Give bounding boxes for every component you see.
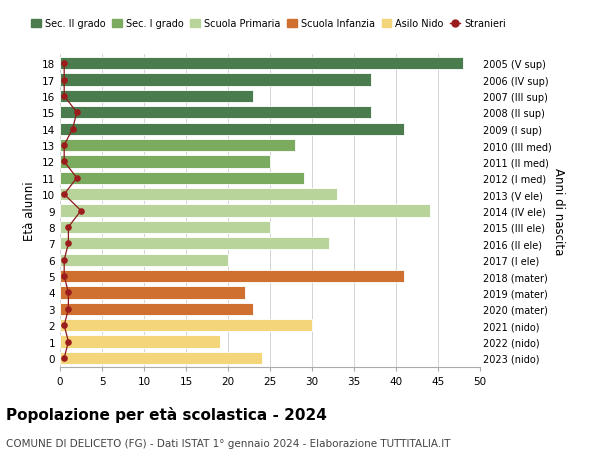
Point [59, 61, 69, 68]
Point [59, 142, 69, 150]
Point [64, 306, 73, 313]
Point [59, 158, 69, 166]
Point [64, 224, 73, 231]
Text: Popolazione per età scolastica - 2024: Popolazione per età scolastica - 2024 [6, 406, 327, 422]
Point [64, 289, 73, 297]
Point [59, 191, 69, 198]
Bar [60, 254, 228, 266]
Bar [60, 319, 312, 332]
Bar [60, 90, 253, 103]
Point [68, 126, 77, 133]
Point [64, 338, 73, 346]
Point [59, 322, 69, 329]
Point [59, 93, 69, 101]
Y-axis label: Anni di nascita: Anni di nascita [553, 168, 565, 255]
Y-axis label: Età alunni: Età alunni [23, 181, 37, 241]
Legend: Sec. II grado, Sec. I grado, Scuola Primaria, Scuola Infanzia, Asilo Nido, Stran: Sec. II grado, Sec. I grado, Scuola Prim… [31, 19, 506, 29]
Bar [60, 189, 337, 201]
Bar [60, 74, 371, 87]
Bar [60, 303, 253, 315]
Point [72, 175, 82, 182]
Bar [60, 270, 404, 283]
Bar [60, 352, 262, 364]
Point [59, 257, 69, 264]
Point [76, 207, 86, 215]
Bar [60, 107, 371, 119]
Bar [60, 123, 404, 135]
Point [59, 354, 69, 362]
Bar [60, 140, 295, 152]
Point [64, 240, 73, 247]
Bar [60, 336, 220, 348]
Bar [60, 238, 329, 250]
Bar [60, 58, 463, 70]
Bar [60, 287, 245, 299]
Point [72, 109, 82, 117]
Bar [60, 205, 430, 217]
Bar [60, 156, 270, 168]
Bar [60, 172, 304, 185]
Point [59, 77, 69, 84]
Point [59, 273, 69, 280]
Bar [60, 221, 270, 234]
Text: COMUNE DI DELICETO (FG) - Dati ISTAT 1° gennaio 2024 - Elaborazione TUTTITALIA.I: COMUNE DI DELICETO (FG) - Dati ISTAT 1° … [6, 438, 451, 448]
